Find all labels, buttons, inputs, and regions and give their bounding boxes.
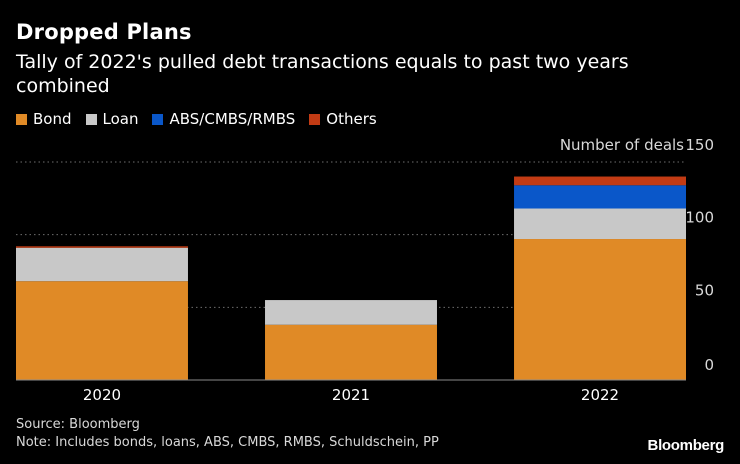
legend-swatch-loan	[85, 113, 97, 125]
bar-2022-others	[514, 176, 686, 186]
bar-2020-bond	[16, 281, 188, 380]
legend-label-bond: Bond	[33, 110, 72, 128]
x-tick-label-2020: 2020	[83, 386, 121, 404]
y-tick-label-0: 0	[704, 356, 714, 374]
chart-footer: Source: Bloomberg Note: Includes bonds, …	[16, 416, 439, 452]
y-tick-label-150: 150	[685, 136, 714, 154]
y-tick-label-100: 100	[685, 209, 714, 227]
bloomberg-logo: Bloomberg	[647, 437, 725, 454]
legend-item-loan: Loan	[85, 110, 139, 128]
chart-title: Dropped Plans	[16, 20, 192, 44]
legend: Bond Loan ABS/CMBS/RMBS Others	[16, 110, 391, 128]
x-tick-label-2021: 2021	[332, 386, 370, 404]
y-axis-label: Number of deals	[560, 136, 684, 154]
x-tick-label-2022: 2022	[581, 386, 619, 404]
y-tick-label-50: 50	[695, 281, 714, 299]
legend-swatch-abs	[152, 113, 164, 125]
legend-item-bond: Bond	[16, 110, 72, 128]
legend-swatch-bond	[16, 113, 27, 125]
bar-2021-loan	[265, 300, 437, 325]
source-note: Source: Bloomberg	[16, 417, 140, 432]
bar-2022-abs-cmbs-rmbs	[514, 185, 686, 209]
legend-item-others: Others	[309, 110, 377, 128]
legend-label-loan: Loan	[102, 110, 139, 128]
legend-item-abs: ABS/CMBS/RMBS	[152, 110, 295, 128]
bar-2021-bond	[265, 324, 437, 380]
bar-2022-loan	[514, 208, 686, 240]
chart-subtitle: Tally of 2022's pulled debt transactions…	[16, 51, 629, 97]
footnote: Note: Includes bonds, loans, ABS, CMBS, …	[16, 435, 439, 450]
legend-label-others: Others	[326, 110, 377, 128]
legend-label-abs: ABS/CMBS/RMBS	[169, 110, 296, 128]
legend-swatch-others	[309, 113, 321, 125]
bar-2022-bond	[514, 239, 686, 380]
bar-2020-loan	[16, 247, 188, 282]
bar-2020-others	[16, 246, 188, 248]
